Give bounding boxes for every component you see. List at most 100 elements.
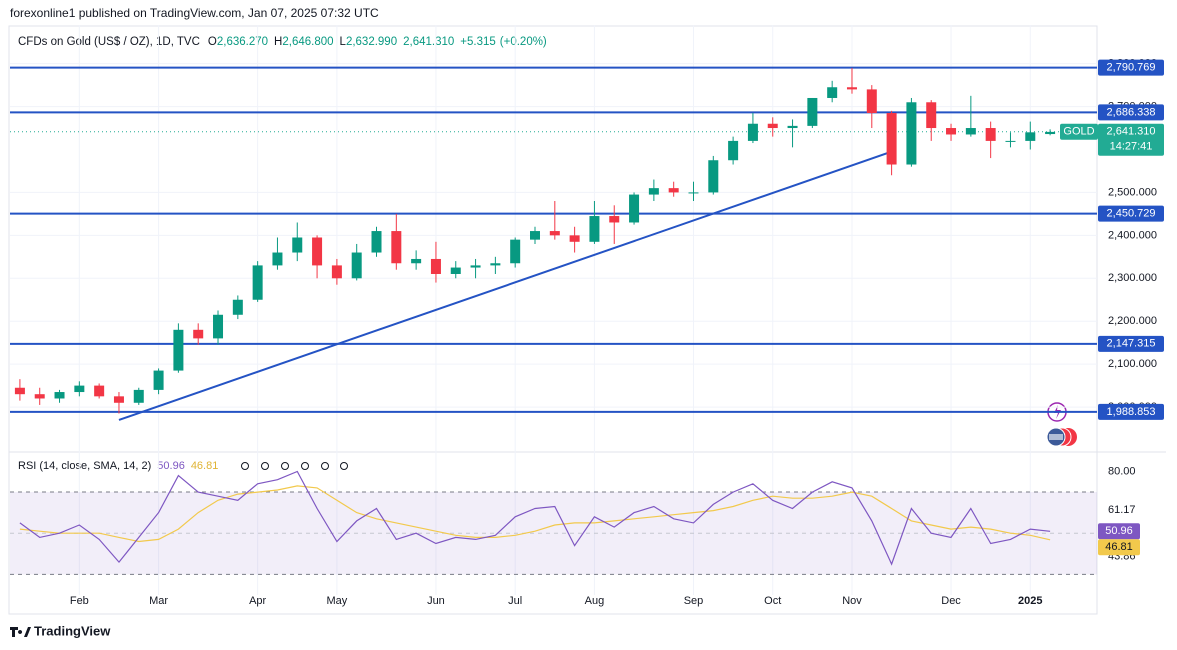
y-tick-label: 2,400.000 <box>1108 229 1157 241</box>
candle-body <box>272 252 283 266</box>
level-tag-label: 2,790.769 <box>1107 62 1156 74</box>
y-tick-label: 2,200.000 <box>1108 315 1157 327</box>
candle-body <box>648 188 659 195</box>
rsi-title: RSI (14, close, SMA, 14, 2) <box>18 460 151 472</box>
legend: CFDs on Gold (US$ / OZ), 1D, TVC O2,636.2… <box>18 36 547 48</box>
price-tag-label: 2,641.310 <box>1107 126 1156 138</box>
candle-body <box>965 128 976 135</box>
x-tick-label: Nov <box>842 595 862 607</box>
candle-body <box>846 87 857 90</box>
x-tick-label: Aug <box>585 595 605 607</box>
candle-body <box>946 128 957 135</box>
candle-body <box>391 231 402 264</box>
rsi-sma-tag <box>1098 539 1140 556</box>
candle-body <box>609 216 620 223</box>
symbol-title: CFDs on Gold (US$ / OZ), 1D, TVC <box>18 36 200 48</box>
candle-body <box>728 140 739 161</box>
candle-body <box>886 113 897 165</box>
rsi-value-tag-label: 50.96 <box>1105 525 1133 537</box>
level-tag-label: 2,147.315 <box>1107 338 1156 350</box>
candle-body <box>827 87 838 98</box>
ohlc-value: 2,632.990 <box>346 36 397 48</box>
candle-body <box>252 265 263 300</box>
candle-body <box>866 89 877 114</box>
brand: TradingView <box>10 623 111 638</box>
rsi-line <box>19 470 1051 566</box>
candle-body <box>1005 140 1016 142</box>
candle-body <box>331 265 342 279</box>
level-tag-label: 2,450.729 <box>1107 207 1156 219</box>
candle-body <box>1025 132 1036 141</box>
trendline <box>118 150 892 421</box>
y-tick-label: 2,500.000 <box>1108 186 1157 198</box>
candle-body <box>232 299 243 315</box>
x-tick-label: Feb <box>70 595 89 607</box>
x-tick-label: Oct <box>764 595 781 607</box>
ohlc-value: 2,646.800 <box>282 36 333 48</box>
candle-body <box>430 258 441 274</box>
candle-body <box>34 394 45 399</box>
candle-body <box>470 265 481 268</box>
candle-body <box>213 314 224 339</box>
symbol-tag-label: GOLD <box>1063 126 1094 138</box>
publisher: forexonline1 published on TradingView.co… <box>10 6 379 20</box>
candle-body <box>113 396 124 403</box>
candle-body <box>589 216 600 242</box>
rsi-legend: RSI (14, close, SMA, 14, 2) 50.96 46.81 <box>18 460 218 472</box>
candle-body <box>747 123 758 141</box>
candle-body <box>906 102 917 165</box>
candle-body <box>708 160 719 193</box>
x-tick-label: Dec <box>941 595 961 607</box>
rsi-value-tag <box>1098 523 1140 540</box>
x-tick-label: Sep <box>684 595 704 607</box>
candle-body <box>411 258 422 264</box>
level-tag <box>1098 59 1164 76</box>
candle-body <box>371 231 382 253</box>
candle-body <box>510 239 521 264</box>
candle-body <box>1045 131 1056 135</box>
candle-body <box>985 128 996 141</box>
x-tick-label: Apr <box>249 595 266 607</box>
rsi-tick-label: 80.00 <box>1108 465 1136 477</box>
x-tick-label: Jun <box>427 595 445 607</box>
candle-body <box>629 194 640 223</box>
frame <box>8 25 1098 615</box>
candle-body <box>94 385 105 397</box>
rsi-sma-line <box>19 485 1051 543</box>
ohlc-value: 2,636.270 <box>217 36 268 48</box>
level-tag-label: 2,686.338 <box>1107 106 1156 118</box>
y-tick-label: 2,300.000 <box>1108 272 1157 284</box>
candle-body <box>153 370 164 390</box>
candle-body <box>688 192 699 194</box>
rsi-value: 50.96 <box>157 460 185 472</box>
countdown: 14:27:41 <box>1110 141 1153 153</box>
ohlc-key: O <box>208 36 217 48</box>
level-tag <box>1098 104 1164 121</box>
candle-body <box>351 252 362 279</box>
candle-body <box>14 387 25 395</box>
candle-body <box>926 102 937 129</box>
symbol-tag <box>1060 123 1098 140</box>
price-tag <box>1098 123 1164 156</box>
x-tick-label: 2025 <box>1018 595 1042 607</box>
candle-body <box>530 231 540 240</box>
rsi-sma-value: 46.81 <box>191 460 219 472</box>
ohlc-value: 2,641.310 <box>403 36 454 48</box>
candle-body <box>668 188 679 193</box>
candle-body <box>569 235 580 242</box>
candle-body <box>549 231 560 236</box>
candle-body <box>173 329 184 371</box>
candle-body <box>74 385 85 393</box>
rsi-sma-tag-label: 46.81 <box>1105 541 1133 553</box>
level-tag <box>1098 335 1164 352</box>
candle-body <box>312 237 323 266</box>
rsi-icons <box>241 462 348 470</box>
change-pct: (+0.20%) <box>500 36 547 48</box>
candle-body <box>807 97 818 126</box>
level-tag-label: 1,988.853 <box>1107 406 1156 418</box>
brand-name: TradingView <box>34 623 111 638</box>
change: +5.315 <box>460 36 496 48</box>
candle-body <box>450 267 461 274</box>
candle-body <box>787 125 798 129</box>
